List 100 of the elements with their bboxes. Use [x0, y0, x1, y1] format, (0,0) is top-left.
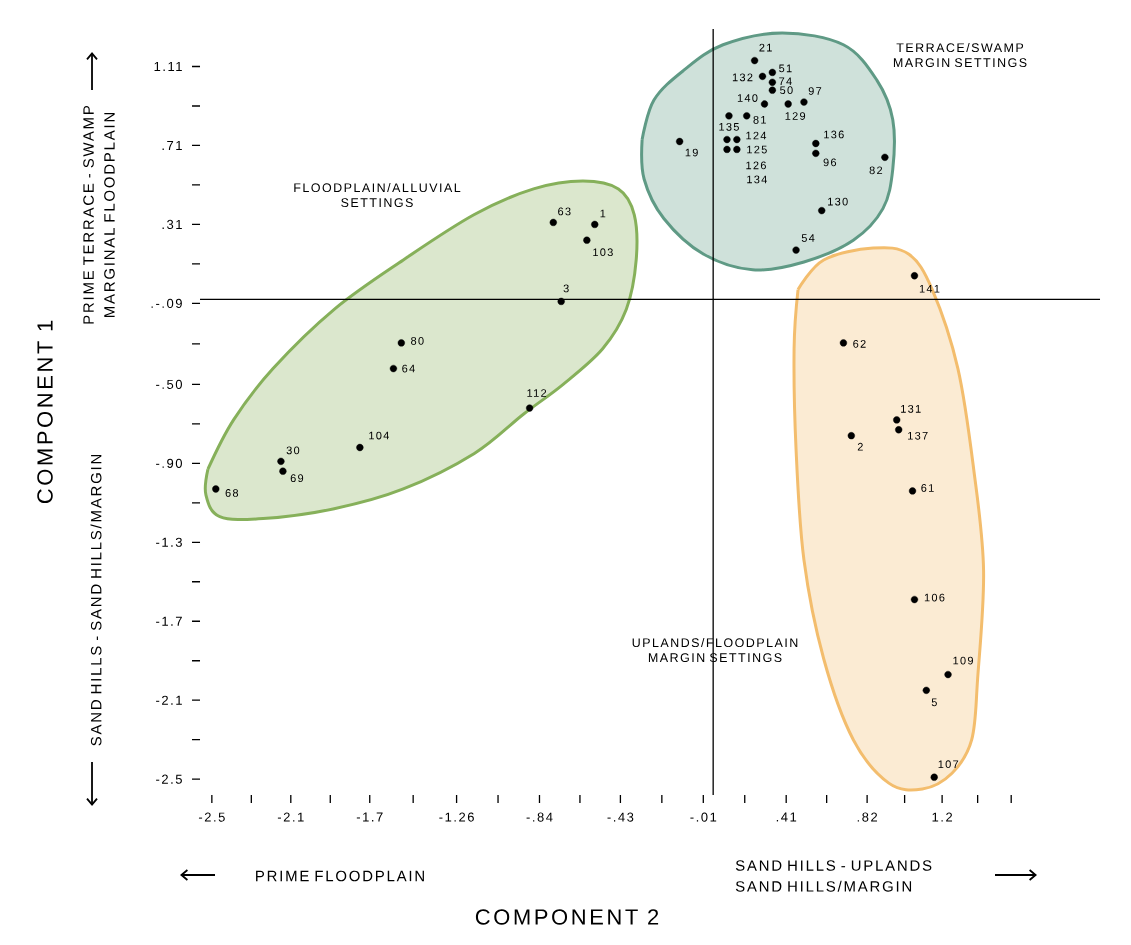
point [847, 432, 855, 440]
annotation: 107 [938, 760, 959, 769]
annotation: 96 [823, 158, 837, 167]
text: SAND HILLS - UPLANDS SAND HILLS/MARGIN [735, 860, 932, 892]
point [356, 443, 364, 452]
point [743, 112, 751, 120]
annotation: 61 [921, 484, 934, 492]
x-tick-label: -2.5 [198, 812, 225, 822]
annotation: 54 [801, 234, 815, 242]
annotation: 130 [828, 197, 848, 206]
point [768, 86, 776, 94]
point [812, 139, 820, 148]
annotation: 82 [869, 166, 883, 175]
annotation: 103 [593, 248, 613, 257]
point [583, 236, 591, 244]
annotation: 104 [369, 431, 389, 440]
annotation: 81 [753, 115, 766, 124]
annotation: 68 [225, 489, 239, 497]
annotation: 51 [779, 64, 792, 73]
point [800, 98, 808, 106]
x-tick-label: 1.2 [932, 812, 953, 822]
x-tick-label: .41 [776, 812, 797, 822]
annotation: 62 [853, 340, 866, 348]
x-tick-label: -.43 [607, 812, 634, 822]
point [733, 145, 741, 154]
annotation: 137 [908, 431, 928, 440]
annotation: 97 [808, 87, 822, 95]
annotation: 1 [600, 209, 606, 218]
annotation: FLOODPLAIN/ALLUVIAL SETTINGS [294, 182, 461, 208]
y-axis-title: COMPONENT 1 [37, 320, 53, 504]
x-tick-label: -1.7 [356, 812, 383, 822]
annotation: 63 [558, 207, 571, 216]
annotation: 112 [527, 389, 547, 397]
point [930, 773, 938, 781]
annotation: 64 [402, 364, 415, 373]
point [723, 145, 731, 154]
point [881, 153, 889, 161]
point [908, 487, 917, 495]
point [792, 246, 800, 254]
y-tick-label: .-.09 [151, 298, 182, 308]
annotation: 124 [746, 131, 767, 140]
text: SAND HILLS - SAND HILLS/MARGIN [90, 454, 102, 746]
annotation: 129 [785, 112, 806, 120]
annotation: 135 [719, 122, 739, 131]
y-tick-label: -2.1 [156, 695, 182, 705]
point [768, 78, 776, 86]
point [910, 272, 919, 280]
x-tick-label: -.84 [526, 812, 553, 822]
y-tick-label: -1.3 [156, 537, 182, 547]
point [277, 457, 285, 465]
x-axis-title: COMPONENT 2 [475, 909, 659, 925]
point [758, 72, 767, 80]
y-tick-label: -1.7 [156, 616, 182, 626]
x-tick-label: -2.1 [277, 812, 304, 822]
annotation: 136 [824, 130, 844, 139]
annotation: 30 [286, 446, 300, 455]
annotation: 19 [685, 148, 698, 157]
x-tick-label: -1.26 [439, 812, 474, 822]
x-tick-label: .82 [857, 812, 878, 822]
annotation: 126 [746, 161, 766, 170]
annotation: 3 [563, 284, 569, 293]
y-tick-label: -2.5 [156, 774, 182, 784]
y-tick-label: -.90 [156, 458, 182, 468]
point [397, 339, 405, 347]
y-tick-label: 1.11 [154, 62, 182, 71]
point [893, 416, 901, 424]
point [676, 137, 684, 146]
point [910, 595, 919, 604]
point [733, 135, 741, 144]
point [725, 112, 733, 120]
annotation: 131 [901, 405, 921, 413]
point [723, 135, 731, 144]
point [768, 68, 776, 77]
annotation: 109 [953, 656, 973, 665]
x-tick-label: -.01 [690, 812, 717, 822]
point [818, 207, 826, 215]
annotation: 132 [732, 73, 753, 82]
point [212, 485, 220, 493]
annotation: 74 [779, 77, 792, 86]
y-tick-label: .71 [162, 141, 182, 150]
annotation: 106 [924, 593, 945, 602]
point [526, 404, 534, 412]
annotation: 50 [780, 86, 793, 95]
point [760, 100, 769, 108]
point [944, 670, 952, 679]
point [557, 297, 565, 306]
annotation: 69 [290, 474, 304, 483]
point [784, 100, 792, 108]
y-tick-label: -.50 [156, 379, 182, 389]
annotation: 141 [919, 285, 940, 293]
point [922, 686, 930, 694]
annotation: 125 [747, 145, 767, 154]
annotation: 2 [857, 442, 863, 451]
point [549, 218, 557, 227]
point [839, 339, 848, 347]
annotation: 140 [737, 94, 758, 102]
text: PRIME FLOODPLAIN [256, 870, 424, 882]
point [751, 56, 759, 65]
point [895, 426, 903, 434]
annotation: 80 [411, 337, 424, 345]
